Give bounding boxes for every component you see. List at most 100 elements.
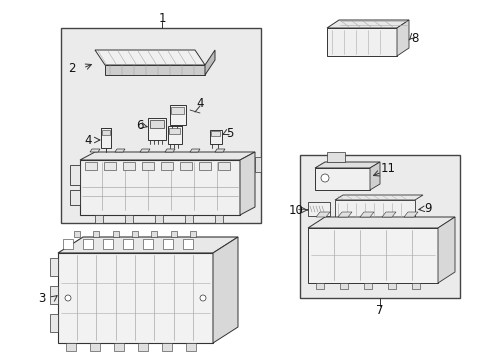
Polygon shape [80, 152, 254, 160]
Polygon shape [132, 231, 138, 237]
Polygon shape [90, 149, 100, 152]
Circle shape [320, 174, 328, 182]
Polygon shape [90, 343, 100, 351]
Polygon shape [199, 162, 210, 170]
Polygon shape [155, 215, 163, 223]
Text: 1: 1 [158, 12, 165, 24]
Polygon shape [334, 195, 422, 200]
Polygon shape [150, 120, 163, 128]
Polygon shape [142, 162, 154, 170]
Polygon shape [213, 237, 238, 343]
Polygon shape [326, 152, 345, 162]
Polygon shape [169, 128, 180, 134]
Polygon shape [63, 239, 73, 249]
Polygon shape [95, 215, 103, 223]
Polygon shape [411, 283, 419, 289]
Polygon shape [337, 212, 351, 217]
Polygon shape [50, 286, 58, 304]
Polygon shape [123, 239, 133, 249]
Polygon shape [171, 107, 183, 114]
Polygon shape [123, 162, 135, 170]
Polygon shape [218, 162, 229, 170]
Polygon shape [74, 231, 80, 237]
Polygon shape [180, 162, 192, 170]
Polygon shape [140, 149, 150, 152]
Polygon shape [50, 314, 58, 332]
Polygon shape [80, 160, 240, 215]
Text: 7: 7 [375, 303, 383, 316]
Polygon shape [210, 131, 220, 136]
Polygon shape [113, 231, 119, 237]
Polygon shape [115, 149, 125, 152]
Text: 6: 6 [136, 118, 143, 131]
Polygon shape [190, 149, 200, 152]
Polygon shape [363, 283, 371, 289]
Polygon shape [61, 28, 261, 223]
Polygon shape [184, 215, 193, 223]
Polygon shape [164, 149, 175, 152]
Polygon shape [215, 149, 224, 152]
Polygon shape [168, 126, 182, 144]
Polygon shape [163, 239, 173, 249]
Polygon shape [403, 212, 417, 217]
Polygon shape [315, 283, 324, 289]
Text: 4: 4 [196, 96, 203, 109]
Polygon shape [314, 168, 369, 190]
Polygon shape [93, 231, 99, 237]
Polygon shape [369, 162, 379, 190]
Text: 10: 10 [288, 203, 303, 216]
Polygon shape [95, 50, 204, 65]
Polygon shape [190, 231, 196, 237]
Polygon shape [185, 343, 196, 351]
Circle shape [200, 295, 205, 301]
Polygon shape [104, 162, 116, 170]
Text: 9: 9 [424, 202, 431, 215]
Polygon shape [204, 50, 215, 75]
Polygon shape [240, 152, 254, 215]
Polygon shape [102, 130, 110, 135]
Polygon shape [142, 239, 153, 249]
Polygon shape [307, 202, 329, 216]
Polygon shape [299, 155, 459, 298]
Text: 5: 5 [226, 126, 233, 140]
Polygon shape [359, 212, 373, 217]
Polygon shape [326, 20, 408, 28]
Text: 4: 4 [84, 134, 92, 147]
Polygon shape [66, 343, 76, 351]
Polygon shape [209, 130, 222, 144]
Polygon shape [148, 118, 165, 140]
Polygon shape [105, 65, 204, 75]
Polygon shape [125, 215, 133, 223]
Polygon shape [70, 190, 80, 205]
Polygon shape [396, 20, 408, 56]
Polygon shape [381, 212, 395, 217]
Text: 2: 2 [68, 62, 76, 75]
Polygon shape [254, 157, 261, 172]
Polygon shape [170, 105, 185, 125]
Polygon shape [83, 239, 93, 249]
Polygon shape [85, 162, 97, 170]
Polygon shape [58, 253, 213, 343]
Polygon shape [171, 231, 177, 237]
Polygon shape [161, 162, 173, 170]
Polygon shape [339, 283, 347, 289]
Polygon shape [50, 258, 58, 276]
Text: 3: 3 [38, 292, 45, 305]
Polygon shape [307, 217, 454, 228]
Text: 8: 8 [410, 32, 418, 45]
Polygon shape [215, 215, 223, 223]
Circle shape [65, 295, 71, 301]
Polygon shape [138, 343, 148, 351]
Polygon shape [114, 343, 124, 351]
Text: 11: 11 [380, 162, 395, 175]
Polygon shape [437, 217, 454, 283]
Polygon shape [326, 28, 396, 56]
Polygon shape [101, 128, 111, 148]
Polygon shape [58, 237, 238, 253]
Polygon shape [151, 231, 157, 237]
Polygon shape [334, 200, 414, 220]
Polygon shape [387, 283, 395, 289]
Polygon shape [70, 165, 80, 185]
Polygon shape [162, 343, 172, 351]
Polygon shape [314, 162, 379, 168]
